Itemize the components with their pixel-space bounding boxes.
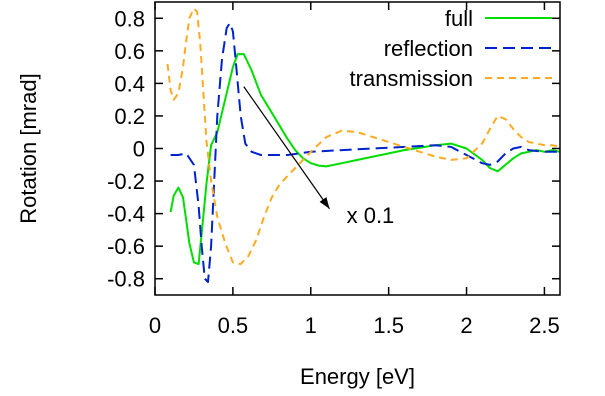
legend: full reflection transmission [350, 6, 552, 91]
series-line-transmission [166, 7, 561, 266]
y-tick-label: 0.4 [114, 71, 145, 96]
y-tick-label: 0.6 [114, 39, 145, 64]
x-axis-title: Energy [eV] [300, 364, 415, 389]
y-axis-ticks: -0.8 -0.6 -0.4 -0.2 0 0.2 0.4 0.6 0.8 [107, 6, 560, 292]
legend-label-reflection: reflection [384, 36, 473, 61]
y-axis-title: Rotation [mrad] [16, 73, 41, 223]
x-tick-label: 0 [149, 313, 161, 338]
y-tick-label: -0.6 [107, 234, 145, 259]
series-line-reflection [170, 22, 560, 283]
x-axis-ticks: 0 0.5 1 1.5 2 2.5 [149, 2, 560, 338]
x-tick-label: 2 [460, 313, 472, 338]
scale-annotation: x 0.1 [243, 86, 395, 228]
annotation-arrowhead [319, 197, 330, 209]
series-line-full [169, 53, 561, 266]
x-tick-label: 1.5 [373, 313, 404, 338]
y-tick-label: -0.2 [107, 169, 145, 194]
y-tick-label: -0.4 [107, 202, 145, 227]
annotation-arrow-line [243, 86, 330, 210]
legend-label-transmission: transmission [350, 66, 473, 91]
plot-frame [154, 1, 561, 296]
series-layer [166, 7, 561, 283]
legend-label-full: full [445, 6, 473, 31]
y-tick-label: 0.8 [114, 6, 145, 31]
y-tick-label: 0.2 [114, 104, 145, 129]
x-tick-label: 0.5 [218, 313, 249, 338]
annotation-label: x 0.1 [347, 203, 395, 228]
y-tick-label: 0 [133, 137, 145, 162]
y-tick-label: -0.8 [107, 267, 145, 292]
x-tick-label: 2.5 [529, 313, 560, 338]
x-tick-label: 1 [305, 313, 317, 338]
